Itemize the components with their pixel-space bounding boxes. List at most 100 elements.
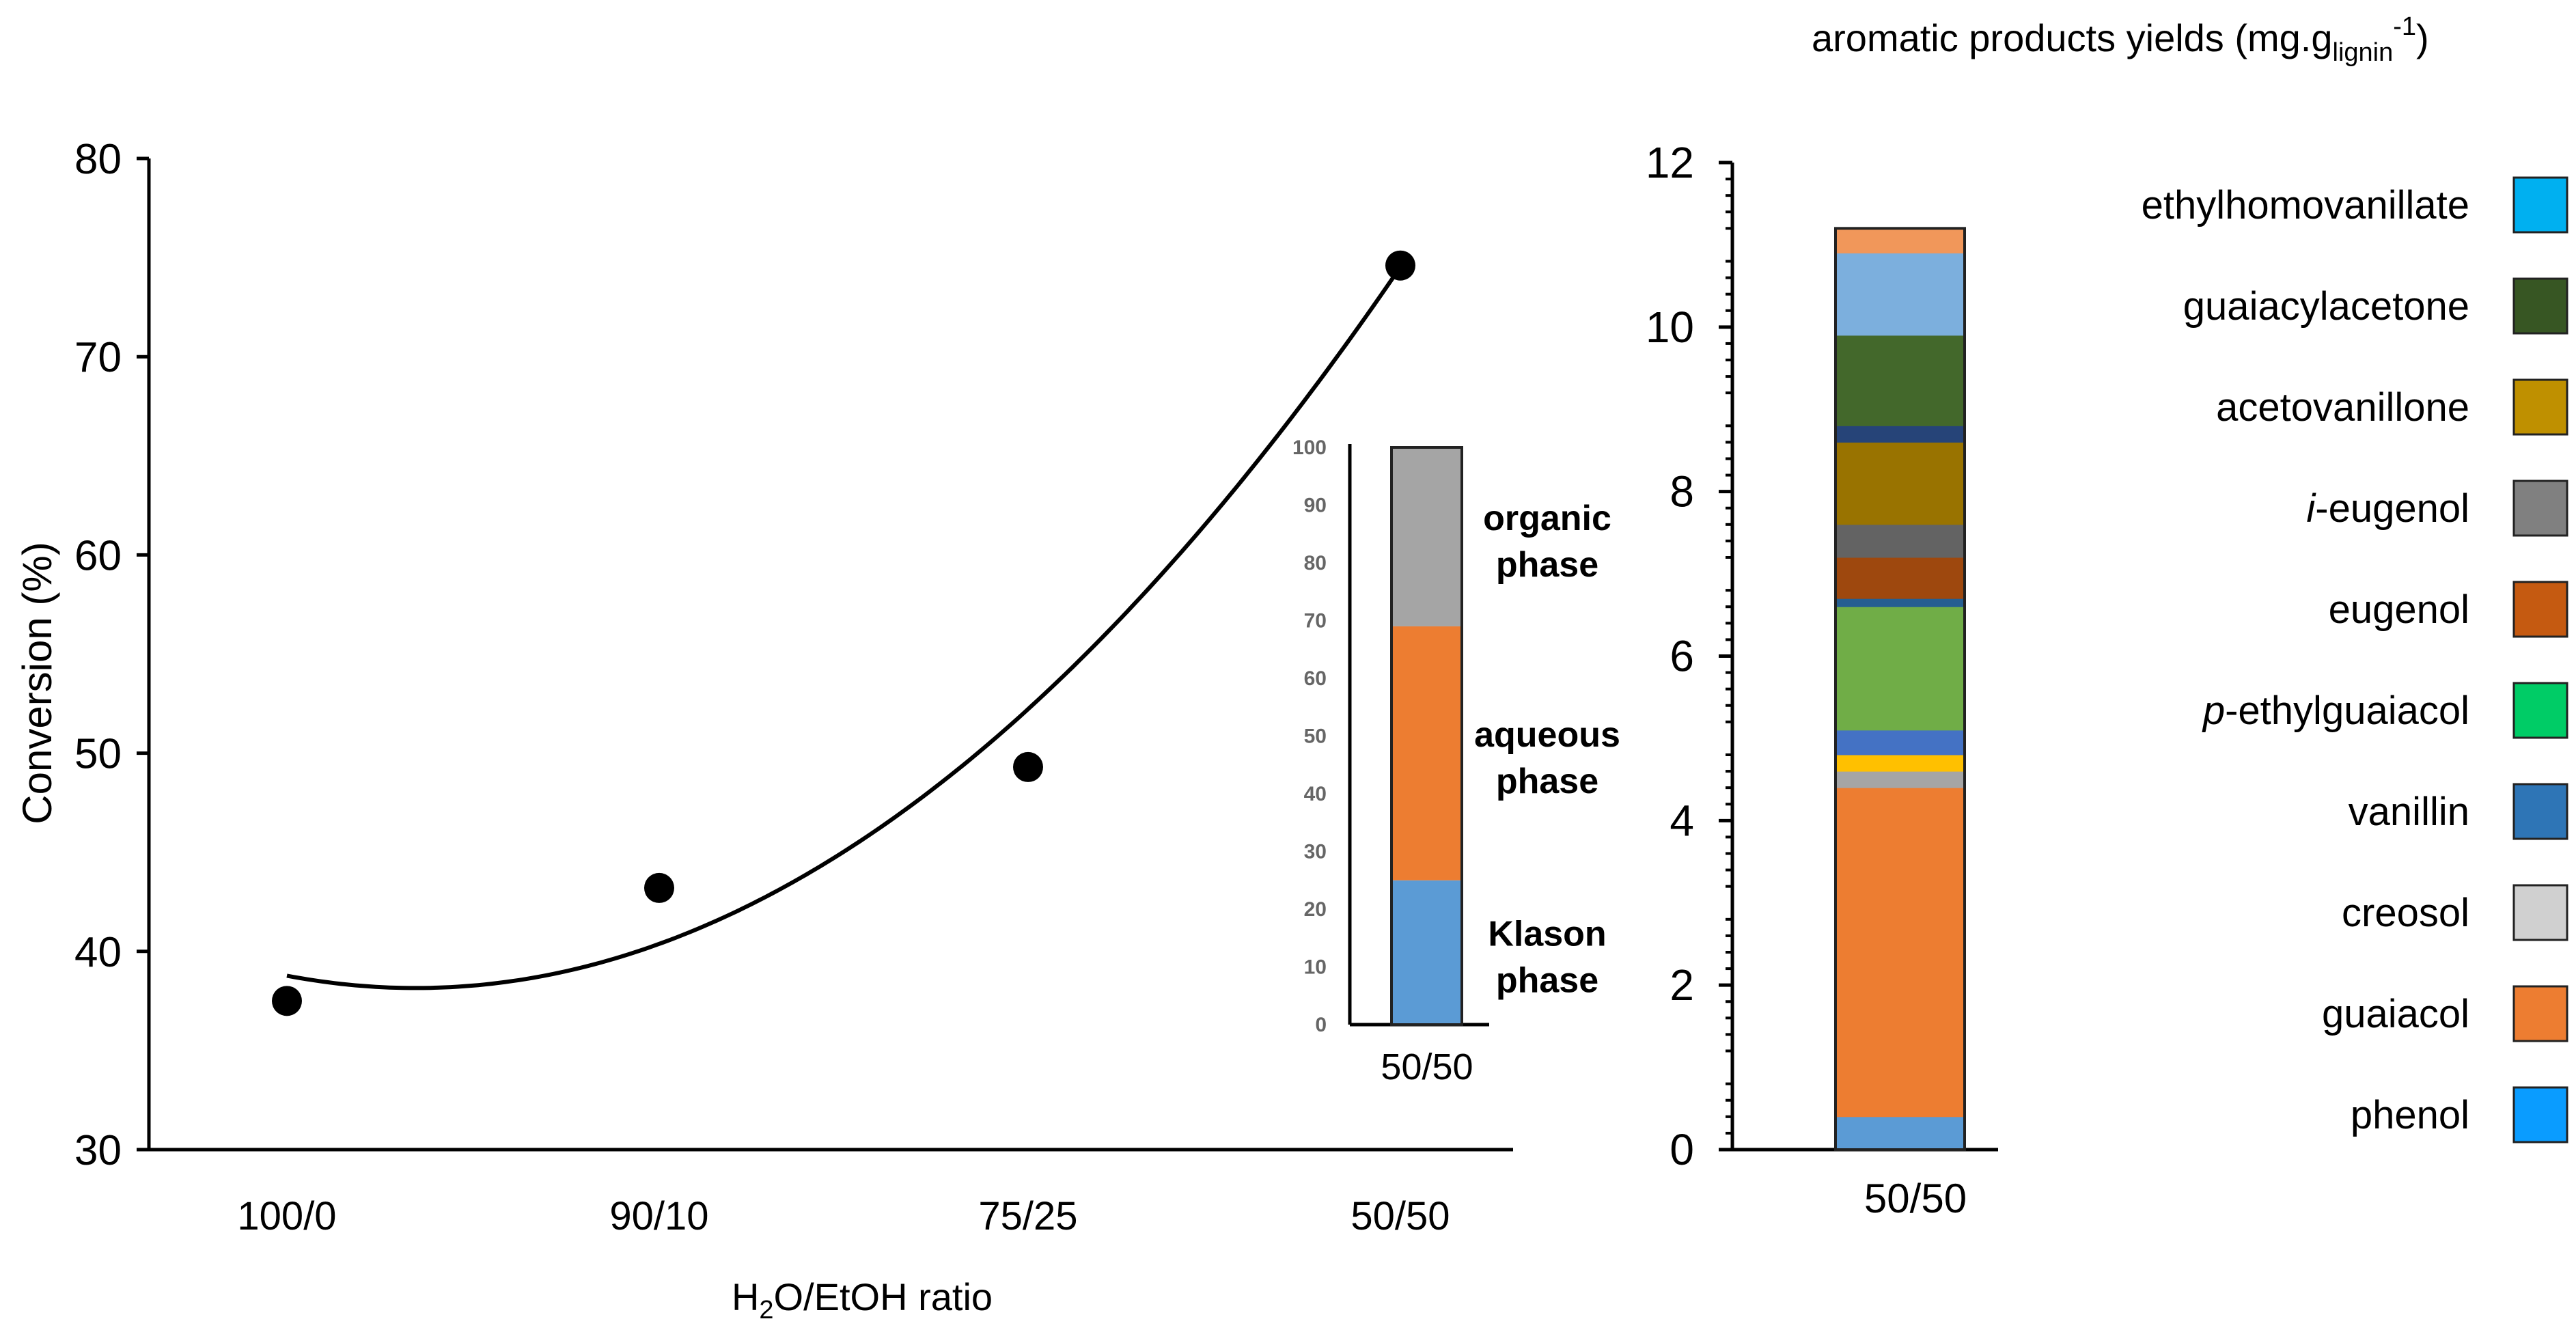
legend-label: guaiacol	[2322, 992, 2469, 1036]
yield-y-tick-label: 12	[1646, 138, 1694, 187]
legend-label: guaiacylacetone	[2183, 284, 2469, 329]
main-x-tick-labels: 100/0 90/10 75/25 50/50	[237, 1194, 1450, 1238]
yield-segment-component-13	[1836, 228, 1965, 253]
legend-swatch	[2512, 378, 2568, 436]
yield-segment-i-eugenol	[1836, 524, 1965, 558]
inset-y-tick-label: 50	[1304, 725, 1327, 748]
legend-item: eugenol	[2329, 581, 2568, 638]
legend-swatch	[2512, 277, 2568, 335]
main-x-tick-label: 75/25	[978, 1194, 1077, 1238]
legend-item: vanillin	[2349, 783, 2568, 840]
data-point-90/10	[644, 872, 674, 903]
yield-y-ticks: 0 2 4 6 8 10 12	[1646, 138, 1732, 1174]
legend-item: creosol	[2342, 884, 2568, 941]
inset-y-tick-label: 0	[1315, 1014, 1327, 1036]
yield-segment-phenol	[1836, 1116, 1965, 1150]
legend-label: phenol	[2351, 1093, 2469, 1137]
inset-y-tick-label: 100	[1292, 436, 1327, 459]
inset-y-tick-label: 90	[1304, 495, 1327, 517]
legend-item: p-ethylguaiacol	[2202, 682, 2568, 739]
legend-item: guaiacylacetone	[2183, 277, 2568, 335]
inset-y-tick-label: 10	[1304, 956, 1327, 979]
legend-item: phenol	[2351, 1086, 2568, 1143]
inset-phase-label: phase	[1496, 960, 1598, 1000]
yield-bar-outline	[1834, 227, 1966, 1151]
yield-segment-creosol	[1836, 771, 1965, 788]
yield-y-tick-label: 8	[1670, 467, 1694, 516]
yield-segment-p-ethylguaiacol	[1836, 607, 1965, 731]
inset-stacked-bar	[1391, 447, 1462, 1025]
yield-y-tick-label: 0	[1670, 1125, 1694, 1174]
aromatic-yield-chart: aromatic products yields (mg.glignin-1) …	[1646, 12, 2568, 1221]
legend: ethylhomovanillate guaiacylacetone acetova…	[2142, 176, 2568, 1143]
inset-bar-outline	[1390, 446, 1463, 1026]
yield-segment-eugenol	[1836, 557, 1965, 599]
legend-label: i-eugenol	[2306, 486, 2469, 531]
yield-category-label: 50/50	[1864, 1176, 1967, 1221]
legend-swatch	[2512, 480, 2568, 537]
yield-segment-acetovanillone	[1836, 442, 1965, 525]
yield-segment-vanillin	[1836, 730, 1965, 755]
data-point-75/25	[1013, 751, 1043, 782]
inset-segment-organic-phase	[1391, 447, 1462, 626]
main-y-ticks: 30 40 50 60 70 80	[74, 136, 149, 1174]
legend-label: ethylhomovanillate	[2142, 183, 2469, 227]
inset-phase-label: aqueous	[1474, 715, 1620, 755]
yield-y-tick-label: 6	[1670, 632, 1694, 681]
yield-segment-guaiacol	[1836, 788, 1965, 1118]
yield-segment-guaiacylacetone	[1836, 335, 1965, 426]
main-y-tick-label: 70	[74, 334, 122, 381]
main-y-tick-label: 30	[74, 1127, 122, 1174]
inset-phase-label: phase	[1496, 545, 1598, 585]
yield-y-tick-label: 4	[1670, 796, 1694, 845]
inset-phase-labels: Klason phase aqueous phase organic phase	[1474, 499, 1620, 1000]
yield-segment-component-10	[1836, 426, 1965, 443]
inset-phase-label: Klason	[1488, 914, 1606, 954]
inset-y-tick-label: 40	[1304, 783, 1327, 805]
legend-label: p-ethylguaiacol	[2202, 689, 2469, 733]
legend-label: eugenol	[2329, 587, 2469, 632]
main-y-tick-label: 80	[74, 136, 122, 183]
yield-segment-component-3	[1836, 755, 1965, 772]
inset-y-tick-label: 80	[1304, 552, 1327, 574]
x-axis-label: H2O/EtOH ratio	[732, 1275, 993, 1324]
data-point-50/50	[1385, 250, 1415, 281]
main-x-tick-label: 50/50	[1351, 1194, 1450, 1238]
inset-y-ticks: 0 10 20 30 40 50 60 70 80 90 100	[1292, 436, 1327, 1036]
legend-label: acetovanillone	[2216, 385, 2469, 430]
legend-item: guaiacol	[2322, 985, 2568, 1042]
yield-y-tick-label: 10	[1646, 303, 1694, 352]
legend-item: acetovanillone	[2216, 378, 2568, 436]
legend-swatch	[2512, 1086, 2568, 1143]
phase-inset-chart: 0 10 20 30 40 50 60 70 80 90 100 50/50 Klason phase…	[1292, 436, 1620, 1087]
inset-phase-label: organic	[1483, 499, 1611, 538]
legend-swatch	[2512, 682, 2568, 739]
legend-item: ethylhomovanillate	[2142, 176, 2568, 234]
inset-y-tick-label: 60	[1304, 667, 1327, 690]
main-x-tick-label: 90/10	[609, 1194, 708, 1238]
data-point-100/0	[272, 986, 302, 1016]
inset-phase-label: phase	[1496, 762, 1598, 801]
inset-category-label: 50/50	[1381, 1046, 1473, 1087]
y-axis-label: Conversion (%)	[14, 542, 60, 824]
yield-y-tick-label: 2	[1670, 960, 1694, 1010]
yield-segment-component-6	[1836, 598, 1965, 607]
main-y-tick-label: 60	[74, 532, 122, 579]
legend-swatch	[2512, 581, 2568, 638]
main-y-tick-label: 40	[74, 929, 122, 976]
legend-item: i-eugenol	[2306, 480, 2568, 537]
data-points	[272, 250, 1415, 1016]
main-y-tick-label: 50	[74, 731, 122, 778]
legend-label: vanillin	[2349, 790, 2469, 834]
conversion-chart: 30 40 50 60 70 80 100/0 90/10 75/25 50/50 Conver…	[14, 136, 1513, 1324]
yield-segment-component-12	[1836, 253, 1965, 336]
main-x-tick-label: 100/0	[237, 1194, 336, 1238]
inset-y-tick-label: 30	[1304, 841, 1327, 863]
inset-y-tick-label: 20	[1304, 898, 1327, 921]
legend-swatch	[2512, 884, 2568, 941]
inset-segment-aqueous-phase	[1391, 626, 1462, 880]
yield-chart-title: aromatic products yields (mg.glignin-1)	[1812, 12, 2429, 67]
inset-segment-Klason-phase	[1391, 880, 1462, 1025]
legend-swatch	[2512, 783, 2568, 840]
